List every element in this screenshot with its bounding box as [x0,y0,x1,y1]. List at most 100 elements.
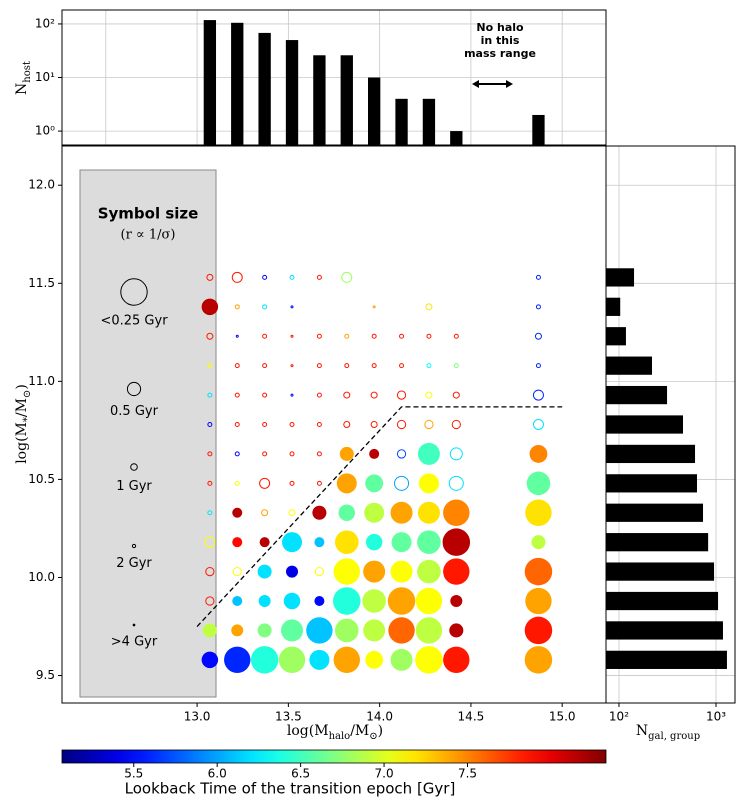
x-tick-label: 10³ [706,710,726,724]
label-part: ⊙ [369,731,377,742]
point-hollow [234,363,240,369]
legend-label: 2 Gyr [116,556,152,571]
label-part: ) [14,384,30,389]
colorbar-tick-label: 7.5 [458,767,477,781]
legend-subtitle: (r ∝ 1/σ) [121,228,176,243]
point-hollow [396,419,407,430]
point [314,596,325,607]
annotation: mass range [464,47,536,60]
bar [450,131,463,145]
point-hollow [425,391,433,399]
point [339,446,354,461]
point-hollow [425,303,433,311]
point-hollow [289,451,295,457]
y-tick-label: 9.5 [36,668,55,682]
point [363,619,386,642]
y-tick-label: 11.0 [28,374,55,388]
point [333,587,361,615]
y-tick-label: 10² [35,16,55,30]
point-hollow [207,422,213,427]
point-hollow [206,332,214,340]
point-hollow [535,363,541,369]
point [531,535,546,550]
point [388,617,415,644]
point-hollow [535,274,541,280]
legend-symbol [130,463,138,471]
point [529,445,548,463]
point [364,502,385,523]
legend-symbol [120,278,148,306]
point-hollow [534,332,542,340]
point [232,537,243,548]
point [306,617,333,644]
point-hollow [234,451,240,457]
point [415,617,443,644]
point [443,646,470,674]
colorbar-tick-label: 6.0 [208,767,227,781]
label-part: log(M [287,723,329,739]
point [390,560,413,583]
point-hollow [262,274,268,280]
legend-title: Symbol size [98,205,199,223]
point [391,532,412,553]
point-hollow [234,480,240,486]
point-hollow [314,566,325,577]
point-hollow [231,271,243,283]
point [283,592,301,610]
label-part: host [22,61,33,83]
right-x-label: Ngal, group [636,723,700,742]
bar [203,20,217,145]
point [417,559,441,584]
bar [606,297,621,316]
point-hollow [344,363,350,369]
point [363,560,386,583]
point-hollow [234,422,240,427]
point [443,499,470,526]
y-axis-label: log(M*/M⊙) [14,384,33,464]
point-hollow [290,305,294,309]
point [524,616,553,645]
point [312,505,327,520]
point [524,557,553,586]
point [334,530,359,554]
label-part: ) [378,723,383,739]
x-tick-label: 13.5 [275,710,302,724]
point-hollow [259,477,271,489]
bar [606,621,723,640]
colorbar-tick-label: 6.5 [291,767,310,781]
point-hollow [370,391,378,399]
point-hollow [343,421,351,428]
point [449,623,464,638]
colorbar-tick-label: 7.0 [375,767,394,781]
x-tick-label: 14.0 [366,710,393,724]
size-legend-box [79,169,217,698]
point-hollow [372,305,376,309]
point-hollow [396,390,407,400]
point [369,448,380,459]
point [387,587,416,615]
bar [606,327,626,346]
x-axis-label: log(Mhalo/M⊙) [287,723,383,742]
label-part: N [14,83,30,95]
point [417,442,440,465]
point-hollow [262,363,268,369]
point-hollow [234,304,240,310]
bar [368,77,381,145]
point-hollow [207,510,213,516]
point-hollow [370,421,378,428]
point-hollow [399,333,405,339]
point [202,623,217,638]
legend-label: 0.5 Gyr [110,404,159,419]
point-hollow [453,333,459,339]
point-hollow [371,363,377,369]
point [415,646,443,674]
point [333,646,360,674]
point-hollow [426,363,432,369]
point [390,501,413,524]
point-hollow [235,334,239,338]
y-tick-label: 10.5 [28,472,55,486]
x-tick-label: 15.0 [549,710,576,724]
annotation: No halo [476,21,524,34]
point [365,650,384,669]
point [281,619,304,642]
